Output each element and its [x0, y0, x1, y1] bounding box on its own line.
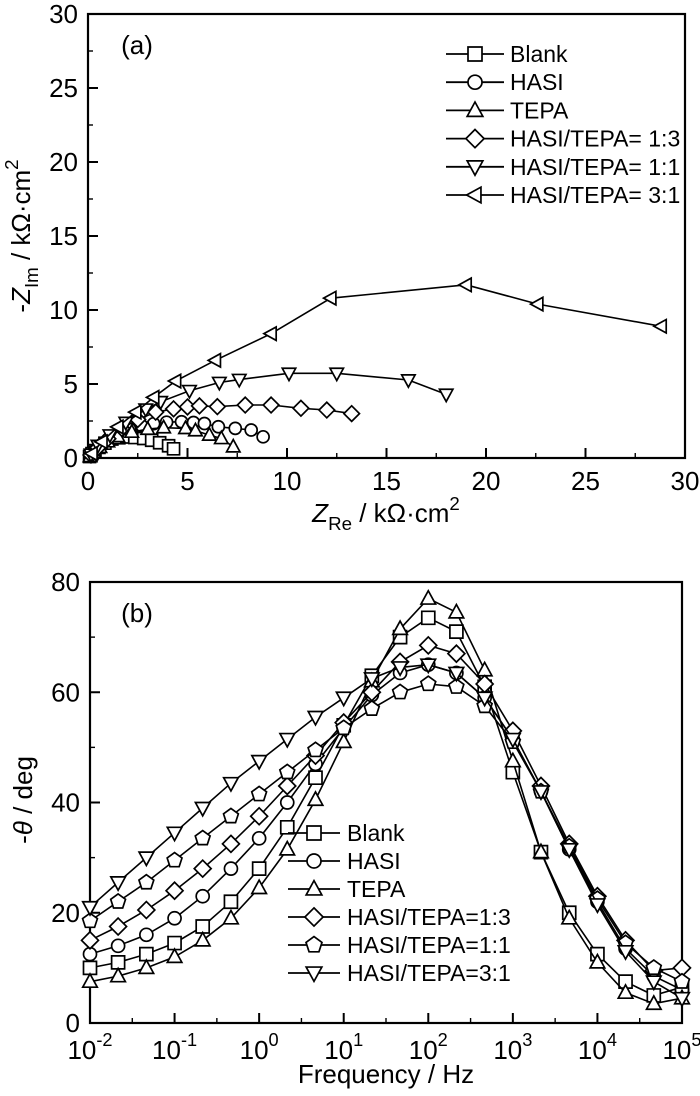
axes: 0 5 10 15 20 25 30 0 5 10 15 20 25 30 [49, 0, 699, 496]
legend-label: Blank [347, 820, 405, 846]
x-tick-label: 0 [81, 466, 95, 496]
x-tick-label: 25 [571, 466, 600, 496]
nyquist-plot-panel-a: 0 5 10 15 20 25 30 0 5 10 15 20 25 30 ZRe / kΩ·cm2 -ZIm… [1, 0, 699, 534]
y-tick-label: 30 [49, 0, 78, 29]
y-tick-label: 5 [64, 369, 78, 399]
x-tick-label: 5 [180, 466, 194, 496]
y-axis-title: -θ / deg [8, 756, 38, 844]
plot-frame [86, 12, 687, 460]
x-tick-label: 104 [578, 1030, 617, 1065]
legend-label: HASI [510, 69, 564, 95]
panel-label: (a) [121, 30, 153, 60]
legend-label: HASI/TEPA=1:1 [347, 932, 511, 958]
x-tick-label: 10-2 [67, 1030, 112, 1065]
series-hasi-tepa-3-1 [81, 658, 691, 1008]
legend-label: HASI/TEPA= 3:1 [510, 182, 680, 208]
x-tick-label: 20 [472, 466, 501, 496]
y-tick-label: 0 [66, 1008, 80, 1038]
legend-label: TEPA [347, 876, 406, 902]
x-tick-label: 105 [662, 1030, 700, 1065]
y-tick-label: 20 [49, 147, 78, 177]
x-tick-label: 100 [240, 1030, 279, 1065]
series-hasi-tepa-3-1 [83, 276, 668, 462]
y-tick-label: 60 [51, 677, 80, 707]
y-axis-title: -ZIm / kΩ·cm2 [1, 159, 42, 312]
y-tick-label: 40 [51, 788, 80, 818]
y-tick-label: 20 [51, 898, 80, 928]
y-tick-label: 80 [51, 567, 80, 597]
legend: BlankHASITEPAHASI/TEPA=1:3HASI/TEPA=1:1H… [288, 820, 511, 986]
x-tick-label: 103 [493, 1030, 532, 1065]
x-tick-label: 10-1 [152, 1030, 197, 1065]
legend-label: HASI/TEPA= 1:1 [510, 154, 680, 180]
legend-label: HASI/TEPA=3:1 [347, 960, 511, 986]
x-axis-title: ZRe / kΩ·cm2 [311, 493, 460, 534]
y-tick-label: 15 [49, 221, 78, 251]
y-tick-label: 0 [64, 443, 78, 473]
axes: 10-2 10-1 100 101 102 103 104 105 0 20 40 60 80 [51, 567, 700, 1065]
x-tick-label: 10 [273, 466, 302, 496]
legend-label: HASI/TEPA= 1:3 [510, 126, 680, 152]
legend-label: HASI [347, 848, 401, 874]
panel-label: (b) [121, 598, 153, 628]
x-tick-label: 30 [671, 466, 700, 496]
series-tepa [81, 588, 691, 1011]
y-tick-label: 25 [49, 73, 78, 103]
legend-label: TEPA [510, 97, 569, 123]
x-tick-label: 101 [324, 1030, 363, 1065]
x-tick-label: 15 [372, 466, 401, 496]
legend-label: HASI/TEPA=1:3 [347, 904, 511, 930]
legend-label: Blank [510, 41, 568, 67]
x-axis-title: Frequency / Hz [298, 1059, 474, 1089]
y-tick-label: 10 [49, 295, 78, 325]
bode-phase-plot-panel-b: 10-2 10-1 100 101 102 103 104 105 0 20 40 60 80 Frequ… [8, 567, 700, 1089]
x-tick-label: 102 [409, 1030, 448, 1065]
